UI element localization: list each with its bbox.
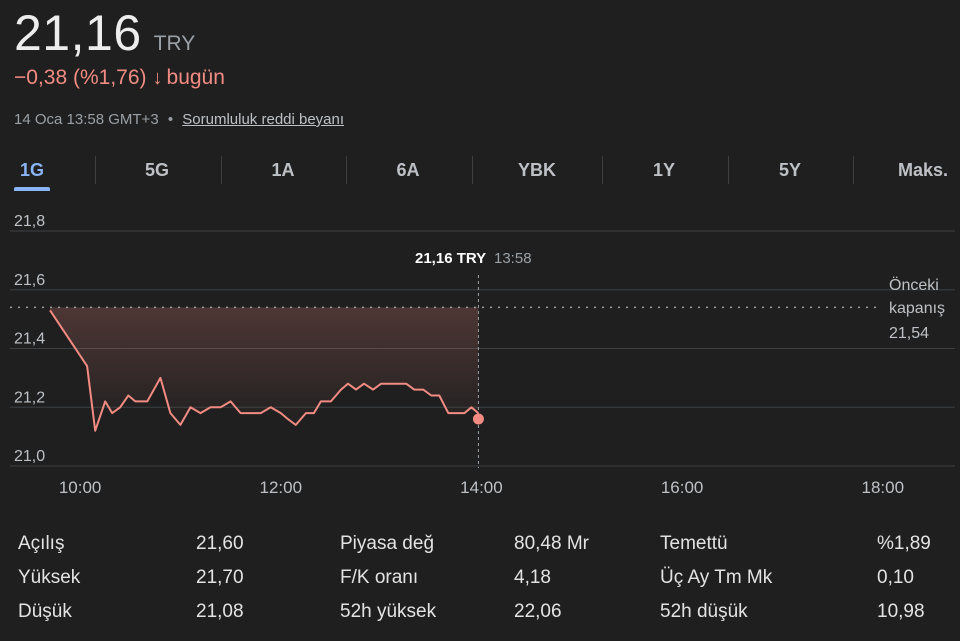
current-point-marker (472, 413, 484, 425)
tab-divider (602, 156, 603, 184)
tab-divider (472, 156, 473, 184)
previous-close-value: 21,54 (889, 325, 929, 342)
stat-value-low: 21,08 (196, 601, 244, 622)
tab-divider (853, 156, 854, 184)
stat-value-52w-high: 22,06 (514, 601, 562, 622)
stat-value-52w-low: 10,98 (877, 601, 925, 622)
tab-1a[interactable]: 1A (271, 160, 295, 180)
tab-ybk[interactable]: YBK (517, 160, 556, 180)
stat-value-open: 21,60 (196, 533, 244, 554)
y-tick-label: 21,8 (14, 213, 45, 230)
tab-6a[interactable]: 6A (396, 160, 420, 180)
previous-close-label: kapanış (889, 300, 945, 317)
stat-label-high: Yüksek (18, 567, 81, 588)
tab-divider (346, 156, 347, 184)
active-tab-indicator (14, 187, 50, 191)
stat-value-high: 21,70 (196, 567, 244, 588)
stat-label-low: Düşük (18, 601, 72, 622)
meta-separator: • (167, 111, 174, 128)
stat-label-52w-low: 52h düşük (660, 601, 748, 622)
previous-close-label: Önceki (889, 276, 939, 294)
change-value: −0,38 (%1,76) (14, 66, 147, 89)
tooltip-time: 13:58 (494, 250, 532, 267)
down-arrow-icon: ↓ (152, 66, 163, 89)
y-tick-label: 21,0 (14, 448, 45, 465)
y-tick-label: 21,4 (14, 331, 45, 348)
currency-code: TRY (153, 32, 196, 55)
x-tick-label: 14:00 (460, 478, 503, 497)
tab-divider (728, 156, 729, 184)
tooltip-value: 21,16 TRY (415, 250, 486, 267)
stat-label-dividend: Temettü (660, 533, 728, 554)
tab-divider (221, 156, 222, 184)
y-tick-label: 21,2 (14, 389, 45, 406)
price-header: 21,16 TRY (14, 4, 195, 62)
stat-label-market-cap: Piyasa değ (340, 533, 435, 554)
tab-5g[interactable]: 5G (144, 160, 169, 180)
quote-meta: 14 Oca 13:58 GMT+3 • Sorumluluk reddi be… (14, 111, 344, 128)
tab-divider (95, 156, 96, 184)
x-tick-label: 16:00 (661, 478, 704, 497)
x-tick-label: 12:00 (259, 478, 302, 497)
current-price: 21,16 (14, 5, 142, 61)
tooltip-box (404, 240, 544, 274)
price-change: −0,38 (%1,76) ↓ bugün (14, 66, 225, 90)
disclaimer-link[interactable]: Sorumluluk reddi beyanı (182, 111, 345, 128)
change-period: bugün (166, 66, 225, 89)
stat-label-pe-ratio: F/K oranı (340, 567, 419, 588)
stat-value-market-cap: 80,48 Mr (514, 533, 589, 554)
x-tick-label: 10:00 (59, 478, 102, 497)
price-chart[interactable]: 21,0 21,2 21,4 21,6 21,8 10:00 12:00 14:00 16:00… (0, 200, 960, 505)
series-area (50, 307, 479, 431)
stat-value-dividend: %1,89 (877, 533, 931, 554)
tab-maks[interactable]: Maks. (897, 160, 949, 180)
tab-1y[interactable]: 1Y (652, 160, 676, 180)
stat-value-pe-ratio: 4,18 (514, 567, 551, 588)
x-tick-label: 18:00 (861, 478, 904, 497)
tab-5y[interactable]: 5Y (778, 160, 802, 180)
stat-value-3m-avg-volume: 0,10 (877, 567, 914, 588)
quote-timestamp: 14 Oca 13:58 GMT+3 (14, 111, 159, 128)
stat-label-open: Açılış (18, 533, 65, 554)
tab-1g[interactable]: 1G (19, 160, 44, 180)
y-tick-label: 21,6 (14, 272, 45, 289)
range-tabs: 1G 5G 1A 6A YBK 1Y 5Y Maks. (0, 150, 960, 192)
series-line (49, 309, 480, 432)
stat-label-3m-avg-volume: Üç Ay Tm Mk (660, 567, 773, 588)
stat-label-52w-high: 52h yüksek (340, 601, 437, 622)
